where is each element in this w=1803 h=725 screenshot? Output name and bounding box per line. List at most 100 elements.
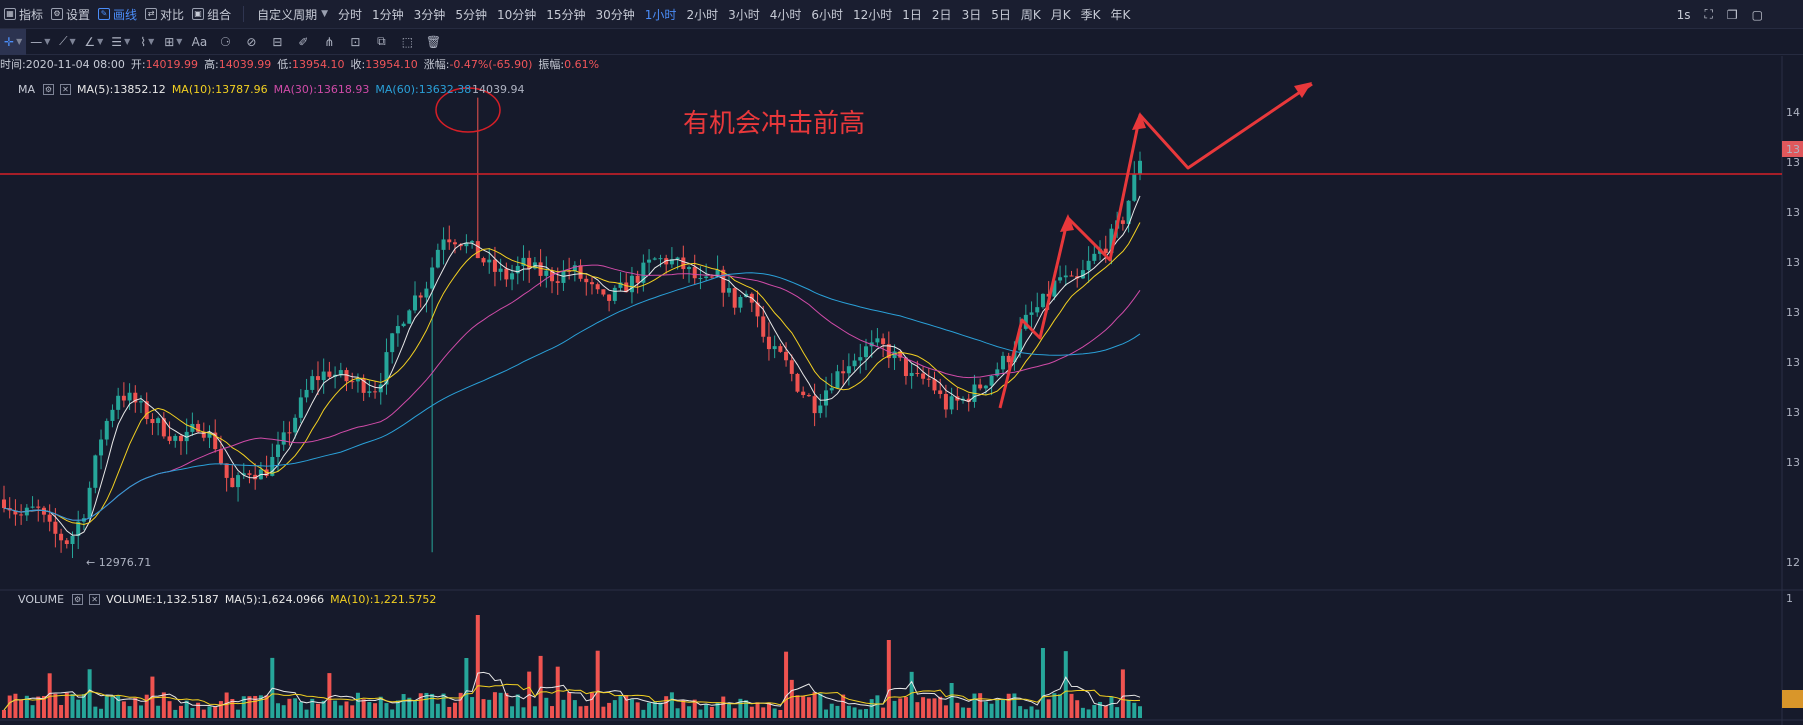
parallel-lines-icon[interactable]: ☰ ▼ — [111, 34, 131, 49]
horizontal-line-icon[interactable]: — ▼ — [30, 34, 51, 49]
settings-icon[interactable]: ⚙ — [43, 83, 55, 95]
angle-icon[interactable]: ∠ ▼ — [84, 34, 104, 49]
volume-bar — [1023, 709, 1028, 718]
volume-bar — [618, 696, 623, 718]
candle-body — [190, 423, 195, 432]
candle-body — [795, 373, 800, 392]
period-tab-4[interactable]: 10分钟 — [496, 7, 537, 22]
candle-body — [510, 273, 515, 280]
volume-bar — [510, 706, 515, 718]
settings-icon[interactable]: ⚙ — [72, 593, 84, 605]
volume-ma-line-5 — [3, 671, 1141, 711]
pattern-icon[interactable]: ⚆ — [220, 34, 231, 49]
copy-icon[interactable]: ⧉ — [377, 34, 386, 48]
volume-bar — [555, 666, 560, 718]
period-tab-7[interactable]: 1小时 — [644, 7, 677, 22]
candle-body — [287, 432, 292, 434]
volume-bar — [738, 698, 743, 718]
refresh-interval[interactable]: 1s — [1676, 7, 1691, 22]
volume-bar — [367, 702, 372, 718]
period-tab-1[interactable]: 1分钟 — [372, 7, 404, 22]
period-tab-8[interactable]: 2小时 — [686, 7, 719, 22]
candle-body — [281, 432, 286, 445]
period-tab-13[interactable]: 1日 — [902, 7, 922, 22]
period-tab-9[interactable]: 3小时 — [728, 7, 760, 22]
volume-bar — [658, 702, 663, 718]
volume-legend-name: VOLUME — [18, 592, 65, 606]
volume-bar — [1120, 669, 1125, 718]
candle-body — [447, 239, 452, 243]
screenshot-icon[interactable]: ⬚ — [401, 34, 414, 49]
period-tab-15[interactable]: 3日 — [961, 7, 982, 22]
crosshair-icon[interactable]: ✛ ▼ — [0, 28, 27, 55]
lock-icon[interactable]: ⊡ — [350, 34, 361, 49]
legend-item: MA(10):13787.96 — [171, 82, 268, 96]
ma-line-5 — [3, 195, 1141, 536]
candle-body — [995, 369, 1000, 376]
candle-body — [669, 259, 674, 265]
candle-body — [881, 338, 886, 345]
candle-body — [1086, 260, 1091, 271]
period-tab-3[interactable]: 5分钟 — [455, 7, 487, 22]
wave-icon[interactable]: ⌇ ▼ — [140, 34, 155, 49]
compare-icon: ⇄ — [145, 8, 158, 20]
volume-bar — [978, 693, 983, 718]
candle-body — [555, 281, 560, 283]
candle-body — [276, 444, 281, 457]
candle-body — [738, 297, 743, 308]
volume-bar — [1012, 693, 1017, 718]
window-icon[interactable]: ▢ — [1751, 7, 1763, 22]
text-tool-icon[interactable]: Aa — [186, 29, 212, 55]
close-icon[interactable]: ✕ — [89, 593, 101, 605]
period-tab-16[interactable]: 5日 — [991, 7, 1011, 22]
fullscreen-icon[interactable]: ⛶ — [1704, 7, 1713, 21]
period-tab-20[interactable]: 年K — [1110, 7, 1131, 22]
y-axis-tick-label: 14 — [1786, 106, 1800, 119]
measure-icon[interactable]: ⊞ ▼ — [164, 34, 183, 49]
restore-icon[interactable]: ❐ — [1726, 7, 1738, 22]
toolbar-button-2[interactable]: ✎ 画线 — [94, 0, 141, 29]
volume-bar — [361, 699, 366, 718]
custom-period-dropdown[interactable]: 自定义周期 ▼ — [252, 0, 333, 29]
eraser-icon[interactable]: ✐ — [298, 34, 309, 49]
volume-bar — [698, 709, 703, 718]
toolbar-button-4[interactable]: ▣ 组合 — [188, 0, 235, 29]
legend-item: MA(5):1,624.0966 — [224, 592, 325, 606]
brush-icon[interactable]: ⊘ — [246, 34, 257, 49]
period-tab-5[interactable]: 15分钟 — [546, 7, 586, 22]
volume-bar — [190, 707, 195, 718]
volume-bar — [681, 700, 686, 718]
volume-bar — [795, 695, 800, 718]
ruler-icon[interactable]: ⊟ — [272, 34, 283, 49]
close-icon[interactable]: ✕ — [60, 83, 72, 95]
period-tab-2[interactable]: 3分钟 — [413, 7, 446, 22]
toolbar-button-3[interactable]: ⇄ 对比 — [141, 0, 188, 29]
period-tab-17[interactable]: 周K — [1020, 7, 1041, 22]
volume-bar — [87, 669, 92, 718]
period-tab-14[interactable]: 2日 — [931, 7, 952, 22]
volume-bar — [601, 706, 606, 718]
candle-body — [344, 370, 349, 382]
volume-bar — [481, 699, 486, 718]
period-tab-12[interactable]: 12小时 — [853, 7, 893, 22]
candle-body — [675, 257, 680, 260]
period-tab-19[interactable]: 季K — [1080, 7, 1101, 22]
candle-body — [978, 384, 983, 389]
period-tab-11[interactable]: 6小时 — [811, 7, 843, 22]
volume-bar — [504, 693, 509, 718]
trend-line-icon[interactable]: ⟋ ▼ — [59, 34, 76, 48]
toolbar-button-1[interactable]: ⚙ 设置 — [47, 0, 94, 29]
volume-bar — [898, 698, 903, 718]
period-tab-6[interactable]: 30分钟 — [595, 7, 635, 22]
trash-icon[interactable]: 🗑 — [425, 34, 442, 49]
volume-bar — [2, 709, 6, 718]
volume-bar — [424, 692, 429, 718]
toolbar-button-0[interactable]: ▦ 指标 — [0, 0, 47, 29]
period-tab-0[interactable]: 分时 — [338, 7, 363, 22]
period-tab-18[interactable]: 月K — [1050, 7, 1071, 22]
period-tab-10[interactable]: 4小时 — [769, 7, 802, 22]
candle-body — [1000, 355, 1005, 370]
candle-body — [150, 419, 155, 424]
fib-icon[interactable]: ⋔ — [324, 34, 335, 49]
